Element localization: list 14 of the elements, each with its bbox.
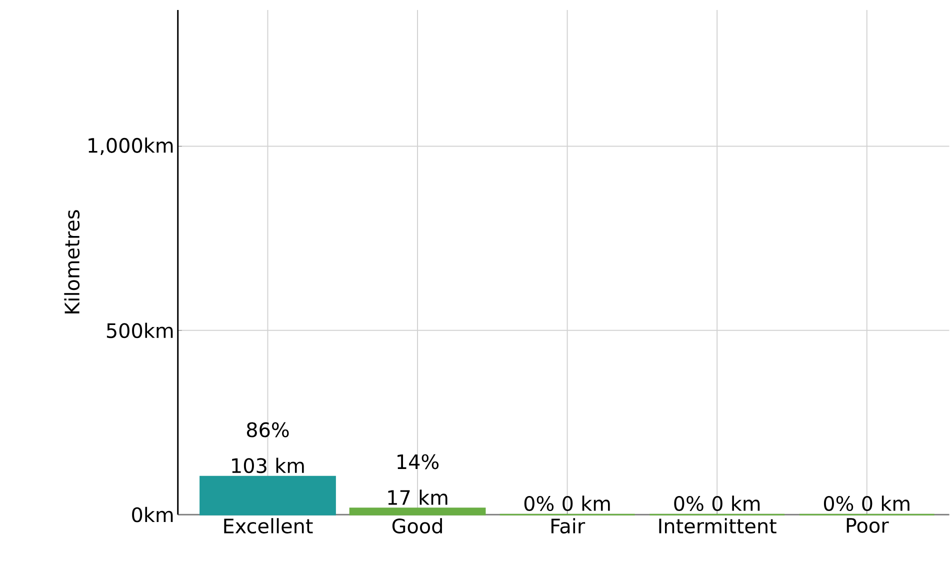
x-tick-label: Intermittent [659,518,776,534]
y-tick-label: 1,000km [88,138,173,156]
y-tick-label: 500km [106,322,173,338]
x-tick-label: Good [392,518,442,534]
x-tick-label: Poor [846,518,889,534]
data-label: 0% 0 km [824,496,910,512]
data-label: 0% 0 km [674,496,760,512]
x-tick-label: Excellent [224,518,313,534]
y-tick-label: 0km [132,507,173,523]
y-axis-title: Kilometres [64,210,80,314]
data-label: 86% 103 km [232,422,304,474]
data-label: 14% 17 km [388,454,448,506]
data-label: 0% 0 km [524,496,610,512]
x-tick-label: Fair [551,518,586,534]
